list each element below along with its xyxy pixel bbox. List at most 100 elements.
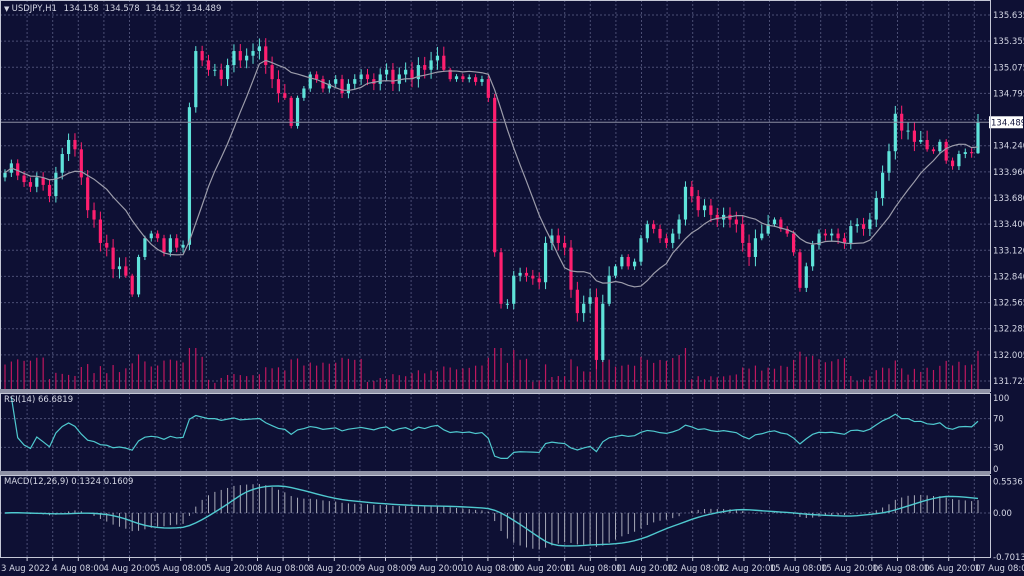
bull-candle [893,113,897,152]
bull-candle [766,224,770,234]
rsi-axis-label: 100 [993,394,1009,404]
panel-separator [0,389,990,393]
bear-candle [690,186,694,197]
bear-candle [41,177,45,185]
bear-candle [493,97,497,253]
triangle-down-icon[interactable]: ▼ [4,5,12,13]
bear-candle [664,238,668,243]
bull-candle [3,172,7,178]
bear-candle [28,182,33,187]
chart-header: ▼ USDJPY,H1 134.158 134.578 134.152 134.… [4,4,221,14]
moving-average-line [4,59,979,288]
price-axis-label: 132.840 [993,272,1024,282]
bull-candle [416,65,420,80]
bear-candle [105,242,109,248]
bear-candle [22,175,26,183]
bear-candle [741,224,745,243]
bull-candle [645,224,649,239]
rsi-axis-label: 70 [993,415,1004,425]
bull-candle [639,238,643,262]
bull-candle [353,79,357,84]
time-axis-label: 8 Aug 08:00 [257,564,309,574]
open-value: 134.158 [64,4,99,14]
price-axis-label: 135.355 [993,37,1024,47]
bear-candle [79,149,83,178]
time-axis-label: 4 Aug 08:00 [52,564,104,574]
bear-candle [130,275,134,295]
bull-candle [874,198,878,220]
bull-candle [518,272,522,276]
bear-candle [200,51,204,61]
price-axis-label: 132.565 [993,299,1024,309]
time-axis-label: 11 Aug 08:00 [565,564,622,574]
bear-candle [124,266,128,276]
price-axis-label: 131.725 [993,377,1024,387]
bull-candle [334,79,338,84]
bull-candle [588,297,592,304]
bear-candle [709,205,713,215]
bear-candle [861,224,866,229]
price-axis-label: 133.960 [993,168,1024,178]
price-axis-label: 135.635 [993,11,1024,21]
bull-candle [117,266,122,270]
bull-candle [404,69,408,75]
bear-candle [372,79,376,84]
bull-candle [632,261,637,267]
bear-candle [340,79,344,94]
bear-candle [950,160,955,167]
time-axis-label: 4 Aug 20:00 [104,564,156,574]
current-price-label: 134.489 [991,118,1024,128]
bear-candle [264,46,268,66]
bear-candle [912,130,917,142]
bear-candle [931,149,936,152]
bull-candle [550,235,554,243]
bear-candle [569,247,573,290]
time-axis-label: 9 Aug 20:00 [411,564,463,574]
bull-candle [881,172,885,198]
bear-candle [715,214,719,220]
panel-frames [0,0,991,558]
bear-candle [315,74,319,80]
bear-candle [537,278,541,283]
bull-candle [149,233,153,239]
bear-candle [423,65,427,70]
bull-candle [136,256,141,295]
bull-candle [613,266,618,276]
bear-candle [524,272,529,276]
bear-candle [785,228,789,234]
bear-candle [563,242,567,248]
bear-candle [594,297,599,360]
macd-title: MACD(12,26,9) 0.1324 0.1609 [4,477,133,487]
bull-candle [601,303,605,360]
bear-candle [970,152,974,154]
bear-candle [696,196,700,211]
rsi-axis-label: 0 [993,465,998,475]
bull-candle [384,69,389,75]
bull-candle [677,219,681,234]
macd-axis-label: 0.5536 [993,477,1023,487]
time-axis-label: 17 Aug 08:00 [975,564,1024,574]
axes: 135.635 135.355 135.075 134.795 134.240 133.9… [0,11,1024,574]
bear-candle [219,69,223,80]
rsi-panel [10,396,979,460]
bull-candle [976,122,980,154]
price-axis-label: 133.120 [993,246,1024,256]
price-axis-label: 132.285 [993,325,1024,335]
bull-candle [607,275,611,304]
bull-candle [435,55,440,61]
bull-candle [804,266,808,288]
bear-candle [747,242,751,257]
bull-candle [454,76,459,80]
time-axis-label: 3 Aug 2022 [1,564,50,574]
bull-candle [919,139,923,142]
bear-candle [321,79,325,89]
bear-candle [658,228,662,239]
symbol-label: USDJPY,H1 [12,4,57,14]
price-axis-label: 133.400 [993,220,1024,230]
bear-candle [175,238,179,248]
bull-candle [187,107,192,245]
bear-candle [16,163,20,176]
bear-candle [925,139,929,150]
time-axis-label: 16 Aug 20:00 [924,564,981,574]
